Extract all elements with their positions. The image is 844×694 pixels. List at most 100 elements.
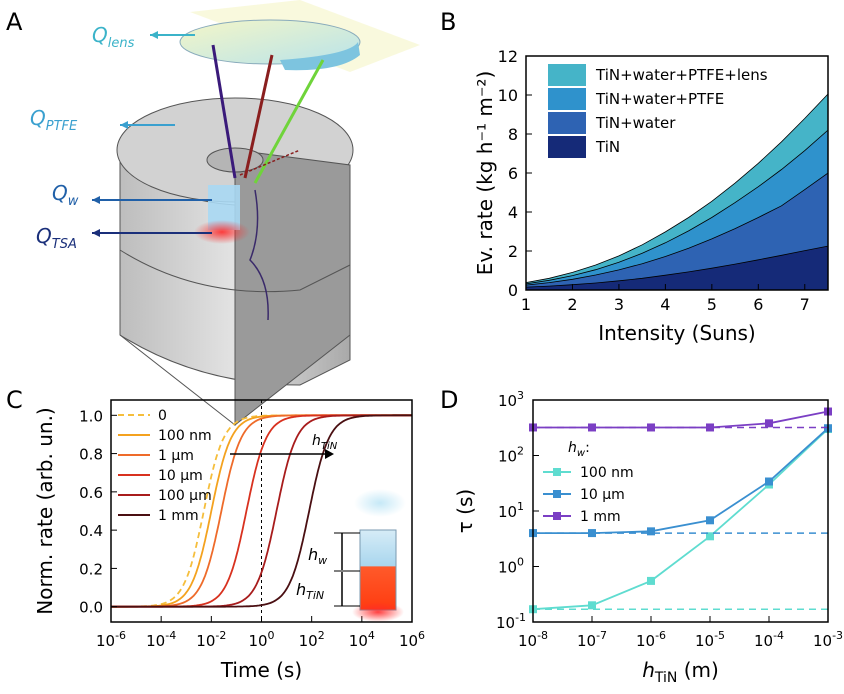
- legend-label-d: 10 µm: [580, 487, 625, 503]
- panel-a-letter: A: [6, 8, 23, 36]
- y-tick-label-c: 1.0: [79, 407, 103, 425]
- legend-b: TiN+water+PTFE+lens TiN+water+PTFE TiN+wat…: [548, 64, 768, 158]
- legend-label-b: TiN: [595, 138, 620, 156]
- h-tin-label: hTiN: [296, 580, 324, 602]
- area-series-0: [525, 245, 829, 291]
- x-tick-label-c: 104: [349, 629, 375, 650]
- legend-label-b: TiN+water+PTFE: [595, 90, 724, 108]
- line-series-1: [533, 427, 829, 534]
- legend-marker-d: [553, 468, 561, 476]
- legend-label-d: 1 mm: [580, 509, 621, 525]
- y-axis-label-d: τ (s): [453, 489, 477, 533]
- svg-text:QPTFE: QPTFE: [30, 106, 78, 134]
- marker-series-2: [765, 419, 773, 428]
- x-tick-label-c: 102: [299, 629, 325, 650]
- vial-inset: [359, 529, 397, 611]
- panel-c-letter: C: [6, 386, 23, 414]
- q-lens-label: Qlens: [92, 23, 195, 51]
- legend-label-b: TiN+water+PTFE+lens: [595, 66, 768, 84]
- x-tick-label-d: 10-5: [695, 629, 725, 650]
- legend-marker-d: [553, 490, 561, 498]
- panel-c: C 10-6 10-4 10-2 100 102 104 106 0.0 0.2 0.4 0.6 0.…: [6, 386, 425, 682]
- q-ptfe-label: QPTFE: [30, 106, 175, 134]
- marker-series-2: [588, 423, 596, 432]
- y-tick-label-d: 10-1: [496, 611, 526, 632]
- y-tick-label-c: 0.2: [79, 560, 103, 578]
- y-tick-label-b: 4: [508, 203, 518, 222]
- legend-label-d: 100 nm: [580, 465, 634, 481]
- legend-label-c: 100 µm: [158, 488, 212, 504]
- legend-label-c: 1 mm: [158, 508, 199, 524]
- panel-a: A Qlens: [6, 0, 420, 427]
- x-tick-label-b: 6: [753, 295, 763, 314]
- x-axis-label-b: Intensity (Suns): [598, 321, 755, 345]
- y-tick-label-d: 101: [498, 500, 524, 521]
- panel-d-letter: D: [440, 386, 458, 414]
- x-tick-label-b: 1: [521, 295, 531, 314]
- q-tsa-label: QTSA: [36, 224, 212, 252]
- legend-label-c: 1 µm: [158, 448, 194, 464]
- steam-cloud: [354, 489, 406, 517]
- marker-series-1: [588, 529, 596, 538]
- x-tick-label-c: 10-2: [196, 629, 226, 650]
- line-series-2: [533, 410, 829, 429]
- h-tin-annotation: hTiN: [312, 433, 338, 452]
- cylinder-illustration: [116, 97, 354, 427]
- legend-swatch-b: [548, 136, 586, 158]
- x-tick-label-d: 10-6: [636, 629, 666, 650]
- plot-frame-d: [532, 399, 829, 623]
- x-tick-label-d: 10-8: [518, 629, 548, 650]
- x-axis-label-c: Time (s): [220, 658, 302, 682]
- svg-text:Qw: Qw: [52, 181, 79, 209]
- h-tin-arrowhead: [325, 449, 334, 459]
- panel-b-letter: B: [440, 8, 456, 36]
- marker-series-0: [647, 576, 655, 585]
- y-tick-label-b: 10: [498, 86, 518, 105]
- x-tick-label-b: 5: [707, 295, 717, 314]
- marker-series-0: [706, 532, 714, 541]
- q-w-label: Qw: [52, 181, 212, 209]
- y-tick-label-d: 102: [498, 445, 524, 466]
- y-tick-label-b: 8: [508, 125, 518, 144]
- x-tick-label-c: 10-6: [96, 629, 126, 650]
- line-series-0: [532, 428, 829, 611]
- y-tick-label-b: 6: [508, 164, 518, 183]
- x-tick-label-c: 10-4: [146, 629, 176, 650]
- x-tick-label-d: 10-3: [813, 629, 843, 650]
- legend-label-c: 0: [158, 408, 167, 424]
- legend-marker-d: [553, 512, 561, 520]
- legend-title-d: hw:: [568, 440, 590, 459]
- x-tick-label-d: 10-4: [754, 629, 784, 650]
- legend-swatch-b: [548, 112, 586, 134]
- legend-label-c: 10 µm: [158, 468, 203, 484]
- legend-swatch-b: [548, 88, 586, 110]
- y-tick-label-c: 0.4: [79, 522, 103, 540]
- h-w-label: hw: [308, 545, 327, 567]
- y-tick-label-b: 12: [498, 47, 518, 66]
- marker-series-2: [706, 423, 714, 432]
- marker-series-2: [647, 423, 655, 432]
- x-axis-label-d: hTiN (m): [642, 658, 719, 686]
- y-tick-label-d: 100: [498, 556, 524, 577]
- y-tick-label-c: 0.8: [79, 446, 103, 464]
- y-tick-label-c: 0.6: [79, 484, 103, 502]
- x-tick-label-c: 106: [399, 629, 425, 650]
- y-tick-label-d: 103: [498, 389, 524, 410]
- marker-series-1: [706, 516, 714, 525]
- x-tick-label-c: 100: [248, 629, 274, 650]
- y-tick-label-b: 2: [508, 242, 518, 261]
- legend-swatch-b: [548, 64, 586, 86]
- y-axis-label-b: Ev. rate (kg h⁻¹ m⁻²): [473, 71, 497, 276]
- x-tick-label-b: 3: [614, 295, 624, 314]
- legend-label-b: TiN+water: [595, 114, 676, 132]
- svg-text:QTSA: QTSA: [36, 224, 77, 252]
- y-axis-label-c: Norm. rate (arb. un.): [33, 407, 57, 614]
- line-series-5: [111, 414, 412, 608]
- x-tick-label-b: 7: [800, 295, 810, 314]
- lens-illustration: [179, 0, 420, 72]
- marker-series-0: [588, 601, 596, 610]
- svg-text:Qlens: Qlens: [92, 23, 135, 51]
